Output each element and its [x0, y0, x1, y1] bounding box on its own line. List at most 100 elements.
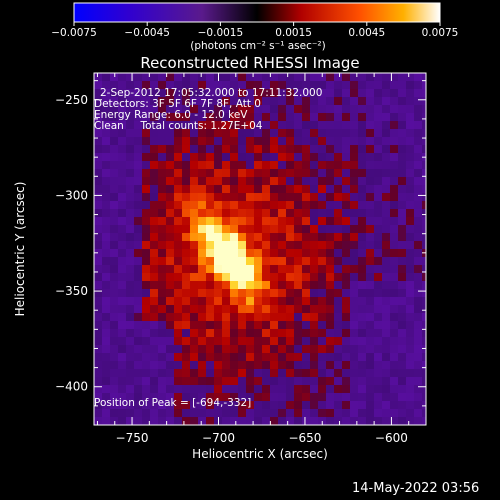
heatmap-cell	[126, 137, 134, 145]
heatmap-cell	[382, 105, 390, 113]
heatmap-cell	[326, 81, 334, 89]
heatmap-cell	[422, 337, 426, 345]
heatmap-cell	[198, 409, 206, 417]
y-axis-label: Heliocentric Y (arcsec)	[13, 182, 27, 317]
heatmap-cell	[222, 417, 230, 425]
heatmap-cell	[190, 369, 198, 377]
heatmap-cell	[406, 265, 414, 273]
heatmap-cell	[278, 217, 286, 225]
heatmap-cell	[246, 289, 254, 297]
heatmap-cell	[230, 105, 238, 113]
heatmap-cell	[222, 377, 230, 385]
heatmap-cell	[238, 233, 246, 241]
heatmap-cell	[166, 313, 174, 321]
heatmap-cell	[94, 121, 102, 129]
heatmap-cell	[238, 169, 246, 177]
heatmap-cell	[302, 321, 310, 329]
heatmap-cell	[206, 113, 214, 121]
heatmap-cell	[302, 417, 310, 425]
heatmap-cell	[134, 377, 142, 385]
heatmap-cell	[302, 137, 310, 145]
heatmap-cell	[342, 273, 350, 281]
heatmap-cell	[374, 417, 382, 425]
heatmap-cell	[326, 161, 334, 169]
heatmap-cell	[110, 185, 118, 193]
heatmap-cell	[342, 105, 350, 113]
heatmap-cell	[126, 89, 134, 97]
heatmap-cell	[390, 177, 398, 185]
heatmap-cell	[206, 305, 214, 313]
heatmap-cell	[350, 361, 358, 369]
heatmap-cell	[294, 121, 302, 129]
heatmap-cell	[102, 401, 110, 409]
heatmap-cell	[310, 145, 318, 153]
heatmap-cell	[278, 113, 286, 121]
heatmap-cell	[326, 345, 334, 353]
heatmap-cell	[350, 105, 358, 113]
heatmap-cell	[286, 105, 294, 113]
heatmap-cell	[326, 289, 334, 297]
heatmap-cell	[174, 257, 182, 265]
heatmap-cell	[270, 257, 278, 265]
heatmap-cell	[134, 105, 142, 113]
heatmap-cell	[294, 225, 302, 233]
heatmap-cell	[278, 417, 286, 425]
heatmap-cell	[118, 225, 126, 233]
heatmap-cell	[142, 353, 150, 361]
heatmap-cell	[246, 241, 254, 249]
heatmap-cell	[414, 289, 422, 297]
heatmap-cell	[110, 121, 118, 129]
heatmap-cell	[270, 305, 278, 313]
heatmap-cell	[110, 417, 118, 425]
heatmap-cell	[278, 321, 286, 329]
heatmap-cell	[294, 73, 302, 81]
heatmap-cell	[398, 409, 406, 417]
heatmap-cell	[206, 345, 214, 353]
heatmap-cell	[230, 393, 238, 401]
heatmap-cell	[206, 73, 214, 81]
heatmap-cell	[294, 345, 302, 353]
heatmap-cell	[422, 137, 426, 145]
heatmap-cell	[222, 201, 230, 209]
heatmap-cell	[286, 321, 294, 329]
heatmap-cell	[198, 113, 206, 121]
heatmap-cell	[358, 209, 366, 217]
heatmap-cell	[398, 225, 406, 233]
heatmap-cell	[126, 281, 134, 289]
heatmap-cell	[190, 321, 198, 329]
heatmap-cell	[302, 105, 310, 113]
heatmap-cell	[126, 225, 134, 233]
heatmap-cell	[102, 217, 110, 225]
heatmap-cell	[102, 113, 110, 121]
heatmap-cell	[358, 409, 366, 417]
heatmap-cell	[214, 113, 222, 121]
heatmap-cell	[182, 129, 190, 137]
heatmap-cell	[198, 201, 206, 209]
heatmap-cell	[342, 217, 350, 225]
heatmap-cell	[110, 113, 118, 121]
heatmap-cell	[134, 129, 142, 137]
heatmap-cell	[214, 153, 222, 161]
heatmap-cell	[126, 289, 134, 297]
heatmap-cell	[414, 161, 422, 169]
heatmap-cell	[102, 137, 110, 145]
heatmap-cell	[198, 193, 206, 201]
heatmap-cell	[174, 201, 182, 209]
heatmap-cell	[142, 153, 150, 161]
heatmap-cell	[422, 353, 426, 361]
heatmap-cell	[422, 145, 426, 153]
heatmap-cell	[142, 113, 150, 121]
heatmap-cell	[254, 369, 262, 377]
heatmap-cell	[190, 97, 198, 105]
heatmap-cell	[398, 401, 406, 409]
heatmap-cell	[366, 321, 374, 329]
heatmap-cell	[278, 137, 286, 145]
heatmap-cell	[286, 409, 294, 417]
heatmap-cell	[94, 97, 102, 105]
heatmap-cell	[94, 137, 102, 145]
heatmap-cell	[390, 257, 398, 265]
heatmap-cell	[302, 233, 310, 241]
heatmap-cell	[118, 289, 126, 297]
heatmap-cell	[350, 121, 358, 129]
heatmap-cell	[110, 89, 118, 97]
